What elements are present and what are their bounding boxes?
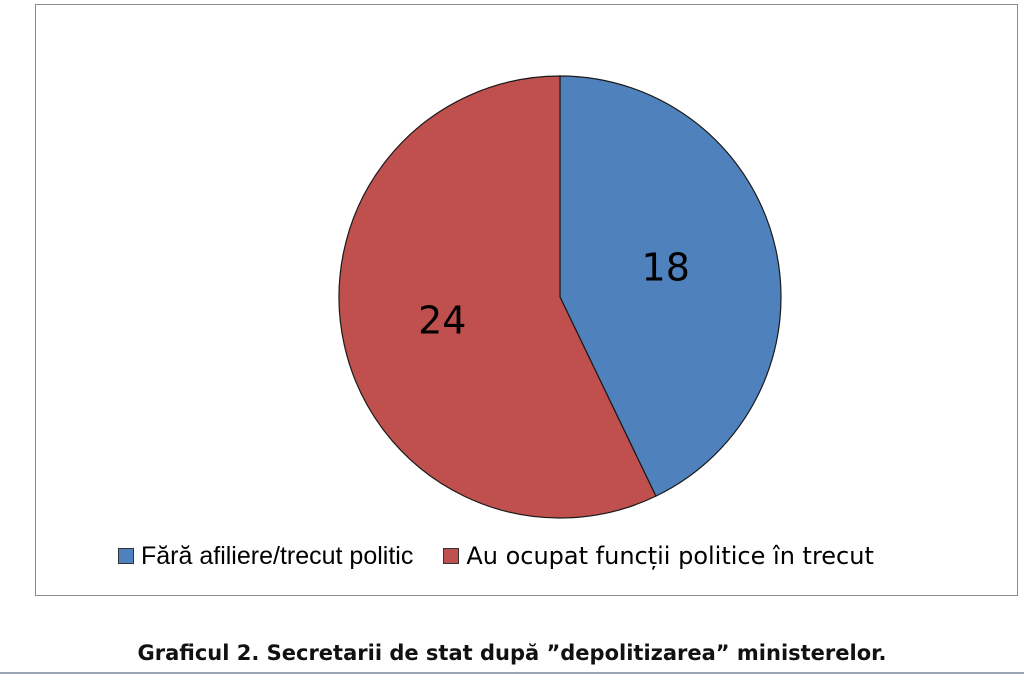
legend-swatch-red [443,548,460,564]
legend-item-no-affiliation: Fără afiliere/trecut politic [118,542,413,571]
chart-legend: Fără afiliere/trecut politic Au ocupat f… [118,536,904,576]
pie-data-label-1: 18 [642,245,690,289]
figure-caption: Graficul 2. Secretarii de stat după ”dep… [137,641,887,665]
pie-data-label-2: 24 [418,299,466,343]
pie-slice-1 [559,75,782,497]
legend-swatch-blue [118,548,134,564]
bottom-rule [0,672,1024,674]
legend-item-political-past: Au ocupat funcții politice în trecut [443,542,874,570]
pie-slice-2 [338,75,657,519]
legend-label-no-affiliation: Fără afiliere/trecut politic [141,541,414,570]
legend-label-political-past: Au ocupat funcții politice în trecut [466,542,874,570]
